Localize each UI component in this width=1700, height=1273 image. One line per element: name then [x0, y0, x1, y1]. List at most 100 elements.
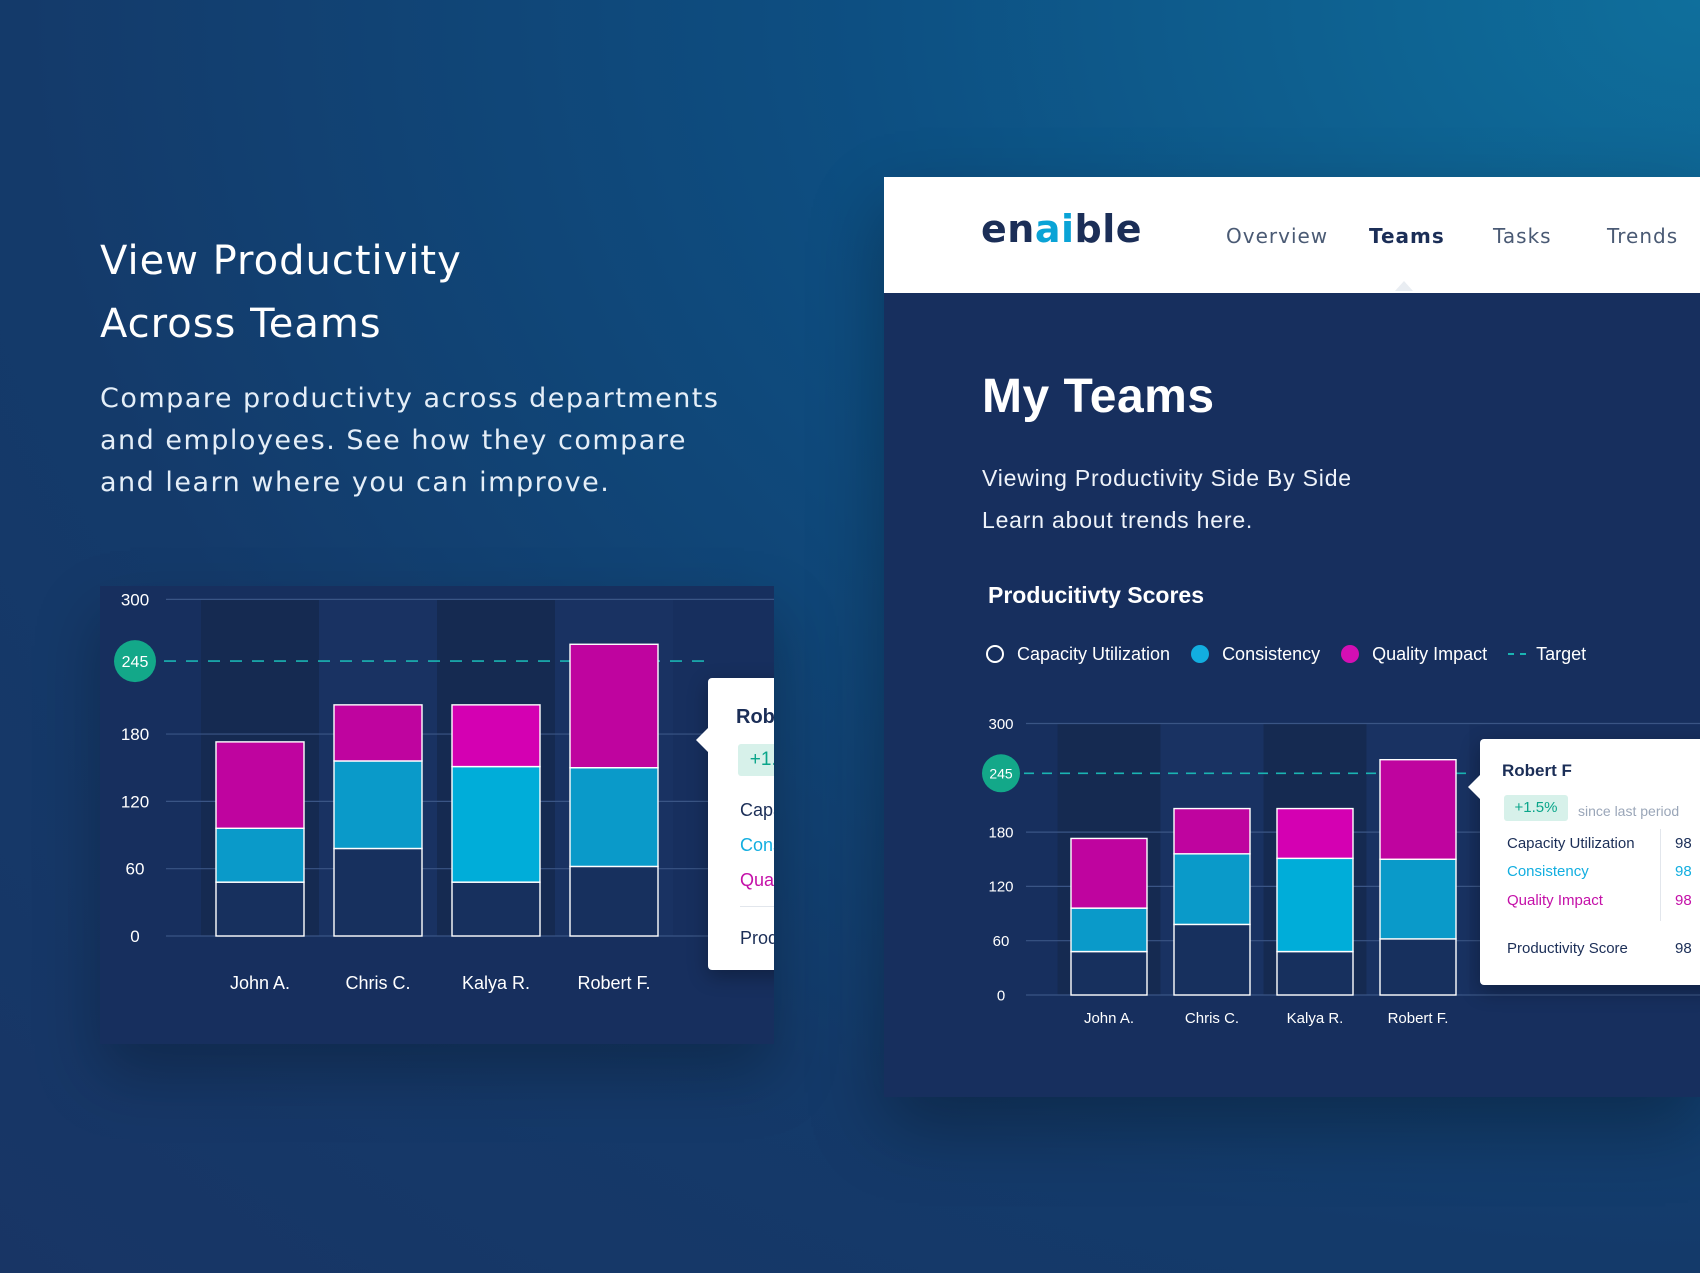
legend-item-target[interactable]: Target	[1508, 644, 1586, 665]
mini-chart: 0 60 120 180 300 245 John A. Chris C. Kalya R. Ro…	[114, 590, 774, 993]
tooltip-score-label: Productivity Score	[1507, 940, 1628, 957]
tooltip-row-label: Quality Impact	[740, 870, 774, 890]
hero-description: Compare productivty across departments a…	[100, 378, 750, 504]
subtitle-line: Viewing Productivity Side By Side	[982, 465, 1352, 491]
tooltip-vertical-divider	[1660, 829, 1661, 921]
logo-part: en	[981, 207, 1035, 251]
nav-tasks[interactable]: Tasks	[1493, 224, 1552, 248]
y-tick-label: 300	[988, 716, 1013, 733]
x-tick-label: Robert F.	[577, 973, 650, 993]
bar-segment	[1276, 857, 1354, 953]
tooltip-score-value: 98	[1675, 940, 1692, 957]
tooltip-row-label: Quality Impact	[1507, 892, 1603, 909]
hero-desc-line: Compare productivty across departments	[100, 383, 720, 414]
tooltip-row-label: Consistency	[1507, 863, 1589, 880]
logo-part: ble	[1074, 207, 1142, 251]
bar-segment	[451, 765, 541, 883]
y-tick-label: 120	[988, 879, 1013, 896]
legend-item-quality[interactable]: Quality Impact	[1341, 644, 1487, 665]
target-badge	[114, 640, 156, 683]
hero-title-line: Across Teams	[100, 301, 382, 347]
bar-segment	[1173, 853, 1251, 926]
nav-teams[interactable]: Teams	[1369, 224, 1445, 248]
mini-chart-card: 0 60 120 180 300 245 John A. Chris C. Kalya R. Ro…	[100, 586, 774, 1044]
x-tick-label: Chris C.	[1185, 1010, 1239, 1027]
y-tick-label: 180	[121, 725, 149, 744]
bar-segment	[451, 704, 541, 768]
legend-label: Quality Impact	[1372, 643, 1488, 664]
bar-segment	[569, 766, 659, 868]
tooltip-name: Robert F	[1502, 761, 1572, 780]
tooltip-score-label: Productivity Score	[740, 928, 774, 948]
bar-segment	[451, 881, 541, 937]
hero-title-line: View Productivity	[100, 238, 462, 284]
mini-tooltip: Robert F +1.5% Capacity Utilization Cons…	[696, 678, 774, 970]
y-tick-label: 120	[121, 792, 149, 811]
productivity-chart: 0 60 120 180 300 245 John A. Chris C. Kalya R. Ro…	[982, 716, 1700, 1027]
tooltip-row-value: 98	[1675, 863, 1692, 880]
page-subtitle: Viewing Productivity Side By Side Learn …	[982, 457, 1352, 541]
x-tick-label: Robert F.	[1388, 1010, 1449, 1027]
legend-item-capacity[interactable]: Capacity Utilization	[986, 644, 1170, 665]
bar-segment	[215, 741, 305, 829]
tooltip-name: Robert F	[736, 706, 774, 728]
bar-segment	[215, 827, 305, 883]
y-tick-label: 180	[988, 824, 1013, 841]
bar-segment	[1379, 858, 1457, 940]
tooltip-row-label: Capacity Utilization	[740, 800, 774, 820]
legend-label: Target	[1536, 643, 1587, 664]
bar-segment	[333, 760, 423, 850]
hero-title: View Productivity Across Teams	[100, 230, 750, 356]
bar-segment	[1379, 759, 1457, 860]
hero-section: View Productivity Across Teams Compare p…	[100, 230, 750, 504]
tooltip-change-badge: +1.5%	[738, 744, 774, 776]
chart-section-title: Producitivty Scores	[988, 582, 1205, 608]
tooltip-since: since last period	[1578, 803, 1680, 819]
bar-segment	[1070, 837, 1148, 909]
bar-segment	[1070, 950, 1148, 996]
dashed-line-icon	[1508, 653, 1527, 655]
hero-desc-line: and employees. See how they compare	[100, 425, 687, 456]
y-tick-label: 60	[993, 933, 1010, 950]
bar-segment	[333, 704, 423, 762]
nav-overview[interactable]: Overview	[1226, 224, 1329, 248]
magenta-dot-icon	[1341, 645, 1360, 663]
y-tick-label: 300	[121, 590, 149, 609]
nav-trends[interactable]: Trends	[1607, 224, 1679, 248]
tooltip-row-value: 98	[1675, 835, 1692, 852]
top-nav: enaible Overview Teams Tasks Trends	[884, 177, 1700, 293]
app-window: enaible Overview Teams Tasks Trends My T…	[884, 177, 1700, 1097]
legend-item-consistency[interactable]: Consistency	[1191, 644, 1320, 665]
x-tick-label: John A.	[230, 973, 290, 993]
x-tick-label: John A.	[1084, 1010, 1134, 1027]
bar-segment	[333, 847, 423, 937]
trends-link[interactable]: Learn about trends here.	[982, 507, 1254, 533]
hero-desc-line: and learn where you can improve.	[100, 467, 611, 498]
y-tick-label: 0	[997, 987, 1005, 1004]
y-tick-label: 0	[130, 927, 139, 946]
legend-label: Capacity Utilization	[1017, 643, 1171, 664]
target-label: 245	[989, 765, 1013, 781]
bar-segment	[569, 643, 659, 769]
y-tick-label: 60	[126, 860, 145, 879]
bar-segment	[1276, 807, 1354, 860]
score-tooltip: Robert F +1.5% since last period Capacit…	[1468, 739, 1700, 985]
bar-segment	[569, 865, 659, 937]
bar-segment	[1070, 907, 1148, 953]
cyan-dot-icon	[1191, 645, 1210, 663]
enaible-logo[interactable]: enaible	[981, 207, 1142, 251]
x-tick-label: Kalya R.	[1287, 1010, 1344, 1027]
legend-label: Consistency	[1222, 643, 1321, 664]
bar-segment	[1173, 923, 1251, 996]
bar-segment	[1379, 938, 1457, 996]
tooltip-divider	[740, 906, 774, 907]
logo-part: ai	[1034, 207, 1075, 251]
x-tick-label: Kalya R.	[462, 973, 530, 993]
target-label: 245	[122, 654, 149, 671]
hollow-circle-icon	[986, 645, 1004, 663]
tooltip-change-badge: +1.5%	[1504, 795, 1568, 821]
tooltip-row-value: 98	[1675, 892, 1692, 909]
active-nav-caret-icon	[1395, 281, 1413, 291]
bar-segment	[1276, 950, 1354, 996]
target-badge	[982, 754, 1020, 793]
